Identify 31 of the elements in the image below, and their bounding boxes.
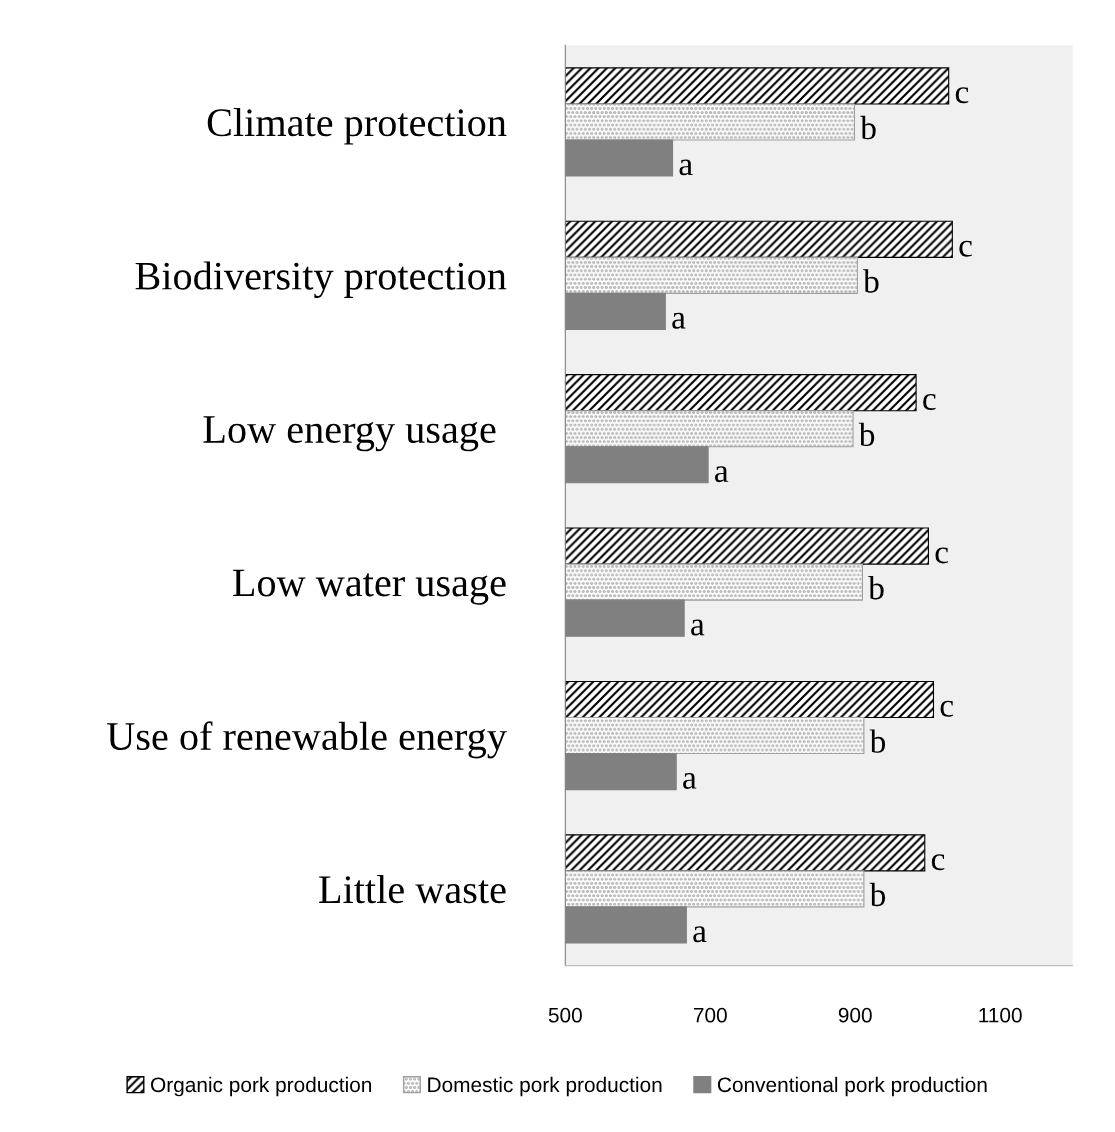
x-tick-label: 900 <box>838 1007 872 1023</box>
y-tick-label: Biodiversity protection <box>135 261 507 299</box>
data-label: b <box>858 422 875 447</box>
data-label: a <box>683 772 697 789</box>
data-label: b <box>863 269 879 293</box>
data-label: a <box>672 312 686 329</box>
data-label: b <box>869 882 886 907</box>
legend-label: Domestic pork production <box>428 1076 662 1097</box>
data-label: c <box>955 87 969 104</box>
data-label: b <box>869 729 886 753</box>
data-label: a <box>679 159 693 176</box>
data-label: a <box>693 926 707 943</box>
data-label: c <box>959 240 972 257</box>
data-label: c <box>935 547 948 564</box>
legend-label: Organic pork production <box>151 1076 372 1097</box>
data-label: c <box>940 700 954 717</box>
x-tick-label: 500 <box>548 1007 582 1023</box>
x-tick-label: 1100 <box>979 1007 1022 1023</box>
data-label: a <box>691 619 705 636</box>
data-label: a <box>715 466 729 483</box>
y-tick-label: Low energy usage <box>203 416 496 452</box>
y-tick-label: Little waste <box>319 874 506 904</box>
data-label: b <box>868 576 884 600</box>
data-label: c <box>931 854 945 871</box>
y-tick-label: Low water usage <box>233 569 506 605</box>
y-tick-label: Climate protection <box>207 108 507 145</box>
legend-label: Conventional pork production <box>717 1076 987 1097</box>
x-tick-label: 700 <box>693 1007 727 1023</box>
data-label: c <box>923 394 936 411</box>
data-label: b <box>860 115 876 140</box>
y-tick-label: Use of renewable energy <box>107 721 507 759</box>
